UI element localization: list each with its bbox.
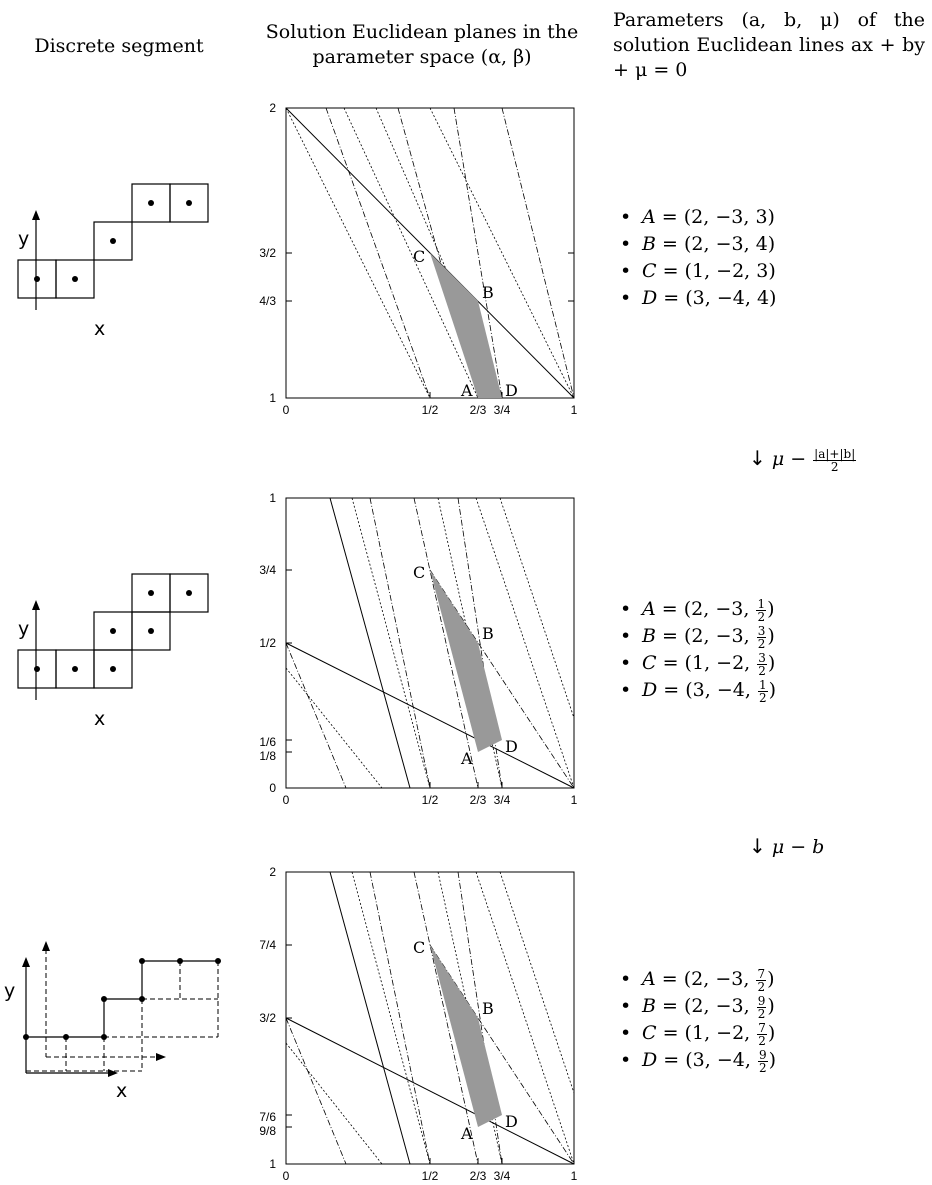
y-tick: 1: [269, 1157, 276, 1171]
param-row: • B = (2, −3, 4): [620, 233, 776, 255]
param-row: • D = (3, −4, 9 2): [620, 1047, 777, 1075]
y-tick: 2: [269, 865, 276, 879]
y-tick: 1: [269, 491, 276, 505]
point-label-b: B: [482, 999, 494, 1018]
x-tick: 1: [571, 403, 578, 417]
point-label-c: C: [413, 247, 425, 266]
y-tick: 3/2: [259, 1011, 276, 1025]
params-list-1: • A = (2, −3, 3) • B = (2, −3, 4) • C = (1,…: [620, 204, 920, 312]
y-tick: 0: [269, 781, 276, 795]
param-row: • A = (2, −3, 3): [620, 206, 775, 228]
point-label-d: D: [505, 1112, 518, 1131]
y-tick: 1/2: [259, 636, 276, 650]
y-tick: 3/2: [259, 246, 276, 260]
header-parameters: Parameters (a, b, μ) of the solution Euc…: [613, 9, 925, 81]
point-label-c: C: [413, 938, 425, 957]
point-label-d: D: [505, 381, 518, 400]
y-tick: 1: [269, 391, 276, 405]
transform-1: ↓ μ − |a|+|b| 2: [749, 446, 857, 474]
x-tick: 0: [283, 403, 290, 417]
transform-2: ↓ μ − b: [749, 834, 825, 858]
y-axis-label: y: [18, 228, 30, 250]
x-tick: 0: [283, 793, 290, 807]
param-row: • A = (2, −3, 1 2): [620, 596, 775, 624]
x-axis-label: x: [94, 708, 106, 730]
x-tick: 1: [571, 1169, 578, 1183]
down-arrow-icon: ↓: [749, 834, 766, 858]
x-tick: 1/2: [422, 793, 439, 807]
y-axis-label: y: [18, 618, 30, 640]
x-tick: 1/2: [422, 1169, 439, 1183]
x-tick: 1/2: [422, 403, 439, 417]
y-axis-label: y: [4, 980, 16, 1002]
down-arrow-icon: ↓: [749, 446, 766, 470]
plot-3: 0 1/2 2/3 3/4 1 1 9/8 7/6 3/2 7/4 2 A B …: [259, 865, 578, 1183]
y-tick: 2: [269, 101, 276, 115]
param-row: • B = (2, −3, 3 2): [620, 623, 775, 651]
header-solution-planes: Solution Euclidean planes in the paramet…: [265, 21, 579, 68]
param-row: • D = (3, −4, 1 2): [620, 677, 777, 705]
point-label-a: A: [460, 749, 473, 768]
x-tick: 2/3: [470, 1169, 487, 1183]
x-tick: 2/3: [470, 793, 487, 807]
x-tick: 0: [283, 1169, 290, 1183]
point-label-b: B: [482, 624, 494, 643]
point-label-b: B: [482, 283, 494, 302]
discrete-segment-1: [17, 183, 209, 310]
x-tick: 2/3: [470, 403, 487, 417]
x-tick: 3/4: [494, 793, 511, 807]
x-tick: 3/4: [494, 1169, 511, 1183]
x-tick: 3/4: [494, 403, 511, 417]
discrete-segment-3: [22, 941, 221, 1077]
point-label-a: A: [460, 1124, 473, 1143]
param-row: • B = (2, −3, 9 2): [620, 993, 775, 1021]
param-row: • C = (1, −2, 3 2): [620, 650, 776, 678]
header-discrete-segment: Discrete segment: [34, 35, 204, 57]
point-label-c: C: [413, 563, 425, 582]
x-axis-label: x: [94, 318, 106, 340]
x-axis-label: x: [116, 1080, 128, 1102]
y-tick: 7/6: [259, 1110, 276, 1124]
param-row: • C = (1, −2, 3): [620, 260, 776, 282]
y-tick: 1/8: [259, 749, 276, 763]
y-tick: 7/4: [259, 938, 276, 952]
params-list-2: • A = (2, −3, 1 2) • B = (2, −3, 3 2) • C = (…: [620, 596, 920, 704]
param-row: • D = (3, −4, 4): [620, 287, 777, 309]
x-tick: 1: [571, 793, 578, 807]
y-tick: 1/6: [259, 735, 276, 749]
plot-2: 0 1/2 2/3 3/4 1 0 1/8 1/6 1/2 3/4 1 A B …: [259, 491, 578, 807]
point-label-d: D: [505, 737, 518, 756]
point-label-a: A: [460, 381, 473, 400]
param-row: • A = (2, −3, 7 2): [620, 966, 775, 994]
discrete-segment-2: [17, 573, 209, 700]
param-row: • C = (1, −2, 7 2): [620, 1020, 776, 1048]
y-tick: 4/3: [259, 294, 276, 308]
params-list-3: • A = (2, −3, 7 2) • B = (2, −3, 9 2) • C = (…: [620, 966, 920, 1074]
plot-1: 0 1/2 2/3 3/4 1 1 4/3 3/2 2 A B C D: [259, 101, 578, 417]
y-tick: 3/4: [259, 563, 276, 577]
y-tick: 9/8: [259, 1124, 276, 1138]
